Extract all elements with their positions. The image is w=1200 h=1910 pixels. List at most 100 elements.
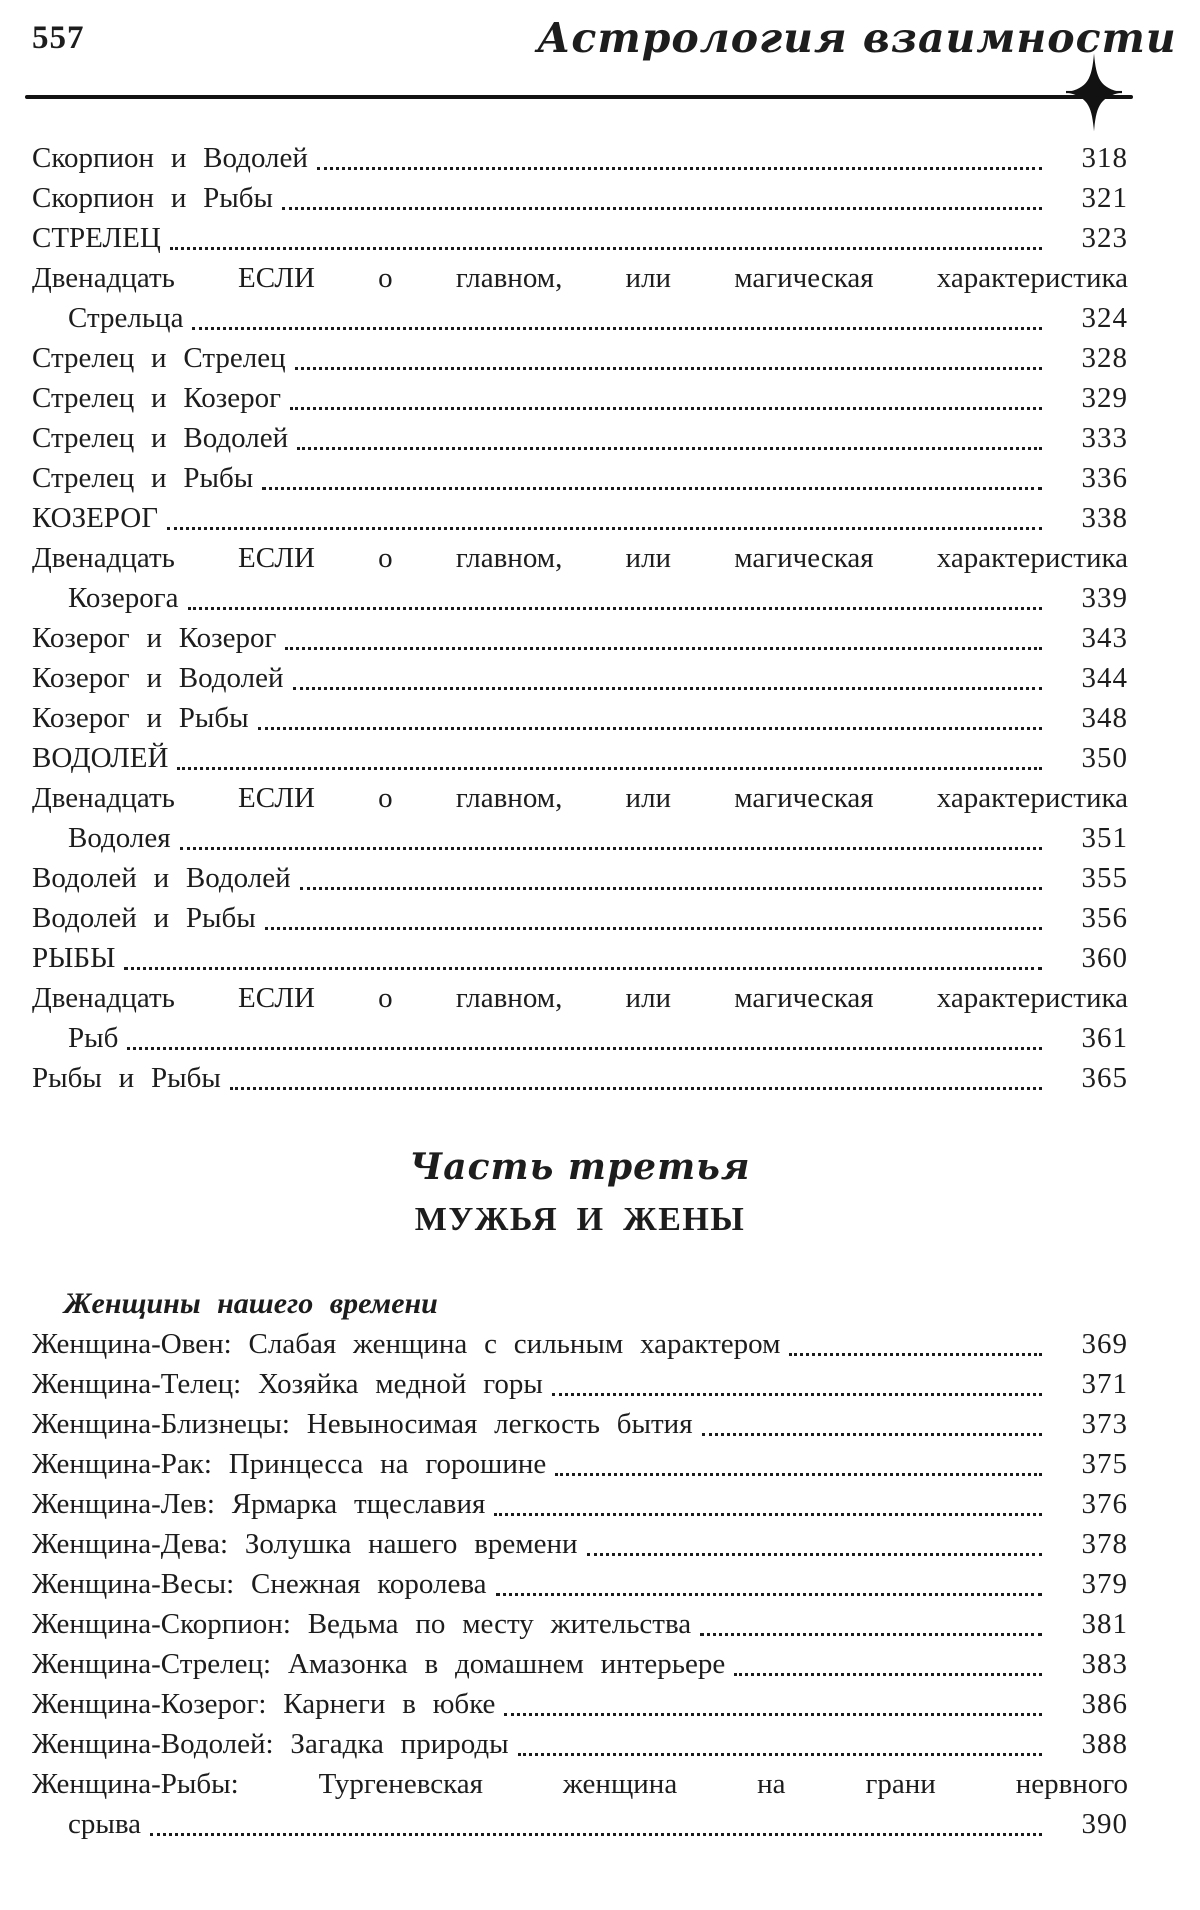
toc-entry: КОЗЕРОГ 338 xyxy=(32,498,1128,538)
toc-entry-label: ВОДОЛЕЙ xyxy=(32,742,169,774)
toc-page-number: 343 xyxy=(1081,622,1128,654)
toc-entry: Рыбы и Рыбы 365 xyxy=(32,1058,1128,1098)
toc-entry-line: Женщина-Телец: Хозяйка медной горы 371 xyxy=(32,1364,1128,1404)
part-heading: Часть третья МУЖЬЯ И ЖЕНЫ xyxy=(32,1145,1128,1242)
toc-entry-label: Скорпион и Рыбы xyxy=(32,182,274,214)
toc-entry-label: Женщина-Козерог: Карнеги в юбке xyxy=(32,1688,496,1720)
dot-leader xyxy=(177,767,1042,770)
dot-leader xyxy=(192,327,1042,330)
dot-leader xyxy=(504,1713,1042,1716)
dot-leader xyxy=(169,247,1042,250)
toc-entry-line: Стрелец и Козерог 329 xyxy=(32,378,1128,418)
toc-entry-line: Женщина-Лев: Ярмарка тщеславия 376 xyxy=(32,1484,1128,1524)
dot-leader xyxy=(586,1553,1042,1556)
toc-entry: Двенадцать ЕСЛИ о главном, или магическа… xyxy=(32,538,1128,618)
dot-leader xyxy=(297,447,1042,450)
toc-entry-line: Стрельца 324 xyxy=(32,298,1128,338)
part-title: МУЖЬЯ И ЖЕНЫ xyxy=(414,1201,746,1238)
toc-entry: Женщина-Овен: Слабая женщина с сильным х… xyxy=(32,1324,1128,1364)
toc-page-number: 351 xyxy=(1081,822,1128,854)
toc-page-number: 333 xyxy=(1081,422,1128,454)
toc-entry: Женщина-Козерог: Карнеги в юбке 386 xyxy=(32,1684,1128,1724)
toc-page-number: 321 xyxy=(1081,182,1128,214)
dot-leader xyxy=(316,167,1042,170)
dot-leader xyxy=(789,1353,1042,1356)
dot-leader xyxy=(264,927,1042,930)
toc-entry-line: Стрелец и Водолей 333 xyxy=(32,418,1128,458)
toc-entry-line: Женщина-Стрелец: Амазонка в домашнем инт… xyxy=(32,1644,1128,1684)
toc-entry: СТРЕЛЕЦ 323 xyxy=(32,218,1128,258)
toc-entry: Стрелец и Козерог 329 xyxy=(32,378,1128,418)
toc-entry-line: Стрелец и Стрелец 328 xyxy=(32,338,1128,378)
running-title: Астрология взаимности xyxy=(537,14,1177,62)
dot-leader xyxy=(127,1047,1042,1050)
toc-entry: Водолей и Рыбы 356 xyxy=(32,898,1128,938)
toc-entry-label: Водолей и Водолей xyxy=(32,862,291,894)
dot-leader xyxy=(124,967,1042,970)
toc-entry: Стрелец и Водолей 333 xyxy=(32,418,1128,458)
toc-entry: Водолей и Водолей 355 xyxy=(32,858,1128,898)
toc-entry-label: Женщина-Водолей: Загадка природы xyxy=(32,1728,509,1760)
toc-entry-label: Женщина-Близнецы: Невыносимая легкость б… xyxy=(32,1408,693,1440)
toc-entry-line: Женщина-Козерог: Карнеги в юбке 386 xyxy=(32,1684,1128,1724)
toc-entry-line: Козерог и Козерог 343 xyxy=(32,618,1128,658)
toc-page-number: 323 xyxy=(1081,222,1128,254)
toc-entry-label: СТРЕЛЕЦ xyxy=(32,222,161,254)
toc-entry-line: Козерог и Водолей 344 xyxy=(32,658,1128,698)
toc-entry: Женщина-Рыбы: Тургеневская женщина на гр… xyxy=(32,1764,1128,1844)
toc-entry-line: Скорпион и Водолей 318 xyxy=(32,138,1128,178)
dot-leader xyxy=(551,1393,1042,1396)
dot-leader xyxy=(187,607,1042,610)
toc-entry-label: Стрелец и Стрелец xyxy=(32,342,286,374)
section-label: Женщины нашего времени xyxy=(64,1287,438,1320)
dot-leader xyxy=(700,1633,1042,1636)
dot-leader xyxy=(262,487,1042,490)
toc-page-number: 375 xyxy=(1081,1448,1128,1480)
dot-leader xyxy=(179,847,1042,850)
toc-entry-line: Козерога 339 xyxy=(32,578,1128,618)
toc-entry: Скорпион и Водолей 318 xyxy=(32,138,1128,178)
toc-entry-label: Женщина-Весы: Снежная королева xyxy=(32,1568,487,1600)
toc-entry-line: СТРЕЛЕЦ 323 xyxy=(32,218,1128,258)
toc-entry: Женщина-Телец: Хозяйка медной горы 371 xyxy=(32,1364,1128,1404)
toc-entry-label: Женщина-Рыбы: Тургеневская женщина на гр… xyxy=(32,1768,1128,1800)
toc-page-number: 318 xyxy=(1081,142,1128,174)
toc-entry-label: Двенадцать ЕСЛИ о главном, или магическа… xyxy=(32,262,1128,294)
toc-entry: Женщина-Скорпион: Ведьма по месту житель… xyxy=(32,1604,1128,1644)
toc-entry-label: Козерога xyxy=(68,582,179,614)
toc-entry-label: Женщина-Рак: Принцесса на горошине xyxy=(32,1448,547,1480)
toc-entry: Двенадцать ЕСЛИ о главном, или магическа… xyxy=(32,258,1128,338)
toc-entry-line: Женщина-Дева: Золушка нашего времени 378 xyxy=(32,1524,1128,1564)
toc-entry-line: Водолея 351 xyxy=(32,818,1128,858)
toc-entry-label: Двенадцать ЕСЛИ о главном, или магическа… xyxy=(32,542,1128,574)
dot-leader xyxy=(701,1433,1042,1436)
toc-page-number: 336 xyxy=(1081,462,1128,494)
toc-entry-line: РЫБЫ 360 xyxy=(32,938,1128,978)
toc-entry-label: Женщина-Дева: Золушка нашего времени xyxy=(32,1528,578,1560)
toc-entry-line: Женщина-Рак: Принцесса на горошине 375 xyxy=(32,1444,1128,1484)
toc-page-number: 328 xyxy=(1081,342,1128,374)
toc-entry-label: РЫБЫ xyxy=(32,942,116,974)
toc-entry: Двенадцать ЕСЛИ о главном, или магическа… xyxy=(32,978,1128,1058)
dot-leader xyxy=(150,1833,1042,1836)
header-rule xyxy=(25,53,1133,132)
toc-entry-label: Козерог и Рыбы xyxy=(32,702,249,734)
toc-entry-line: срыва 390 xyxy=(32,1804,1128,1844)
toc-page-number: 381 xyxy=(1081,1608,1128,1640)
toc-entry-label: Скорпион и Водолей xyxy=(32,142,308,174)
toc-page-number: 338 xyxy=(1081,502,1128,534)
toc-entry-label: Двенадцать ЕСЛИ о главном, или магическа… xyxy=(32,982,1128,1014)
dot-leader xyxy=(517,1753,1042,1756)
toc-entry-line: Рыбы и Рыбы 365 xyxy=(32,1058,1128,1098)
toc-page-number: 365 xyxy=(1081,1062,1128,1094)
star-ornament-icon xyxy=(1066,53,1122,132)
toc-entry-line: Водолей и Рыбы 356 xyxy=(32,898,1128,938)
toc-page-number: 348 xyxy=(1081,702,1128,734)
toc-page-number: 373 xyxy=(1081,1408,1128,1440)
page-number: 557 xyxy=(32,20,85,56)
page-header: 557 Астрология взаимности xyxy=(0,0,1200,68)
toc-page-number: 369 xyxy=(1081,1328,1128,1360)
toc-entry: ВОДОЛЕЙ 350 xyxy=(32,738,1128,778)
toc-page-number: 379 xyxy=(1081,1568,1128,1600)
